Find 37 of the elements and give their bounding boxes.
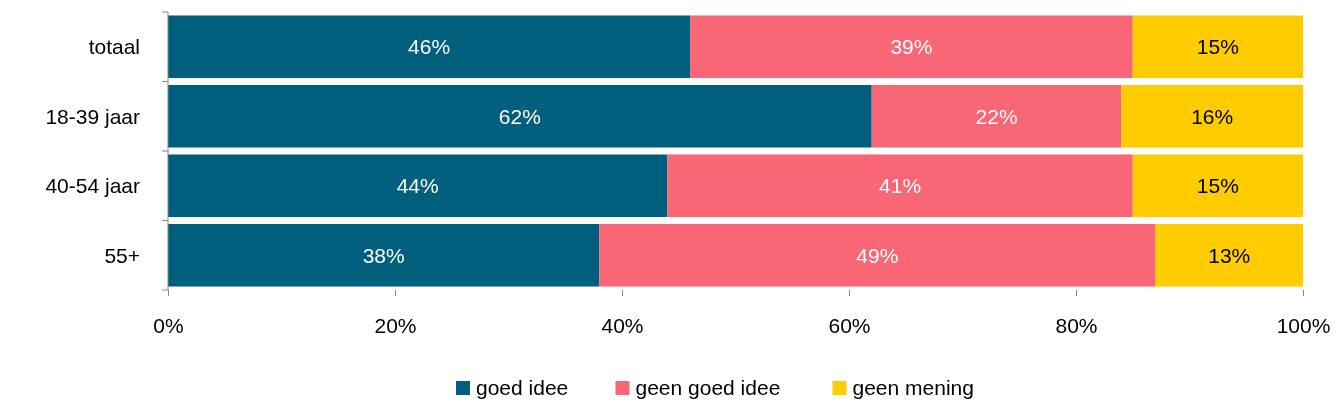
text: 41%	[879, 174, 922, 198]
text: 15%	[1196, 35, 1239, 59]
text: 62%	[498, 104, 541, 128]
y-tick-label: 18-39 jaar	[45, 104, 141, 128]
bar	[168, 15, 691, 79]
y-tick-label: 40-54 jaar	[45, 174, 141, 198]
text: 46%	[408, 35, 451, 59]
legend-label: goed idee	[476, 376, 569, 400]
bar	[1132, 15, 1303, 79]
x-tick-label: 0%	[153, 313, 184, 337]
text: 49%	[856, 243, 899, 267]
x-tick-label: 80%	[1055, 313, 1098, 337]
bar	[690, 15, 1133, 79]
bar	[168, 84, 872, 148]
text: 38%	[362, 243, 405, 267]
x-tick-label: 100%	[1276, 313, 1331, 337]
x-tick-label: 60%	[828, 313, 871, 337]
y-tick-label: 55+	[104, 243, 140, 267]
bar	[667, 154, 1133, 218]
y-tick-label: totaal	[88, 35, 140, 59]
bar	[168, 223, 600, 287]
bar	[871, 84, 1122, 148]
text: 15%	[1196, 174, 1239, 198]
text: 22%	[975, 104, 1018, 128]
text: 16%	[1191, 104, 1234, 128]
bar	[168, 154, 668, 218]
text: 39%	[890, 35, 933, 59]
bar	[1155, 223, 1303, 287]
bar	[1132, 154, 1303, 218]
legend-label: geen goed idee	[635, 376, 781, 400]
bar	[1121, 84, 1303, 148]
text: 44%	[396, 174, 439, 198]
bar	[599, 223, 1156, 287]
text: 13%	[1208, 243, 1251, 267]
x-tick-label: 40%	[601, 313, 644, 337]
x-tick-label: 20%	[374, 313, 417, 337]
legend-label: geen mening	[852, 376, 974, 400]
